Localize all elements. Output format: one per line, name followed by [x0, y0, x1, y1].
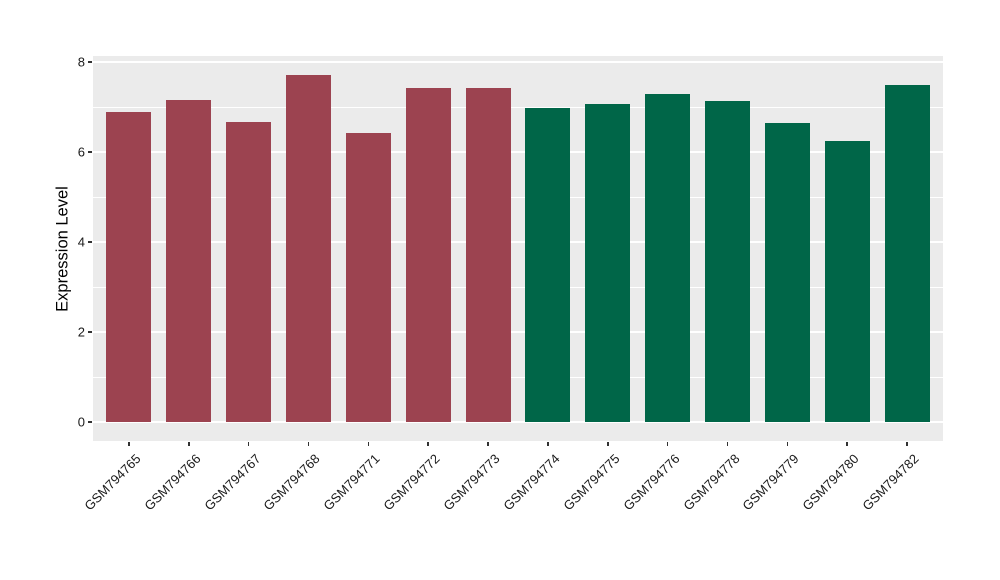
- bar-GSM794768: [286, 74, 331, 422]
- x-tick-label-GSM794772: GSM794772: [380, 451, 443, 514]
- gridline-minor-7: [93, 106, 943, 108]
- bar-GSM794779: [764, 122, 810, 422]
- y-tick-mark-2: [88, 331, 92, 333]
- plot-panel: [93, 56, 943, 441]
- gridline-minor-1: [93, 376, 943, 378]
- bar-GSM794767: [226, 121, 272, 422]
- bar-GSM794775: [585, 104, 631, 422]
- bar-GSM794772: [405, 87, 451, 422]
- y-tick-label-4: 4: [77, 234, 85, 250]
- x-tick-label-GSM794771: GSM794771: [320, 451, 383, 514]
- x-tick-mark-GSM794768: [307, 442, 310, 446]
- x-tick-label-GSM794776: GSM794776: [620, 451, 683, 514]
- x-tick-mark-GSM794776: [666, 442, 669, 446]
- bar-GSM794778: [705, 101, 750, 422]
- y-tick-label-8: 8: [77, 54, 85, 70]
- x-tick-label-GSM794773: GSM794773: [440, 451, 503, 514]
- y-tick-label-6: 6: [77, 144, 85, 160]
- x-tick-label-GSM794779: GSM794779: [739, 451, 802, 514]
- x-tick-label-GSM794766: GSM794766: [141, 451, 204, 514]
- x-tick-mark-GSM794774: [547, 442, 549, 446]
- bar-GSM794765: [106, 111, 152, 422]
- x-tick-mark-GSM794782: [906, 442, 908, 446]
- y-tick-mark-0: [88, 421, 92, 423]
- bar-GSM794774: [525, 108, 571, 422]
- gridline-minor-5: [93, 196, 943, 198]
- x-tick-mark-GSM794780: [846, 442, 848, 446]
- gridline-major-2: [93, 331, 943, 333]
- y-tick-label-2: 2: [77, 324, 85, 340]
- bar-GSM794782: [884, 85, 930, 422]
- x-tick-mark-GSM794767: [247, 442, 250, 446]
- x-tick-label-GSM794780: GSM794780: [799, 451, 862, 514]
- x-tick-mark-GSM794772: [427, 442, 429, 446]
- y-tick-mark-8: [88, 61, 92, 63]
- y-tick-mark-4: [88, 241, 92, 243]
- y-tick-mark-6: [88, 151, 92, 153]
- x-tick-label-GSM794768: GSM794768: [260, 451, 324, 514]
- x-tick-mark-GSM794779: [786, 442, 789, 446]
- gridline-major-6: [93, 151, 943, 153]
- x-tick-mark-GSM794766: [188, 442, 190, 446]
- gridline-major-0: [93, 421, 943, 423]
- bar-GSM794773: [465, 88, 511, 422]
- x-tick-mark-GSM794775: [607, 442, 609, 446]
- x-tick-label-GSM794778: GSM794778: [679, 451, 743, 514]
- x-tick-label-GSM794775: GSM794775: [560, 451, 623, 514]
- x-tick-mark-GSM794765: [128, 442, 130, 446]
- gridline-major-8: [93, 61, 943, 63]
- x-tick-mark-GSM794771: [367, 442, 370, 446]
- gridline-major-4: [93, 241, 943, 243]
- y-axis-title: Expression Level: [48, 56, 78, 441]
- y-axis-title-text: Expression Level: [53, 185, 72, 312]
- bar-GSM794780: [824, 141, 870, 422]
- x-tick-label-GSM794774: GSM794774: [500, 451, 563, 514]
- x-tick-label-GSM794782: GSM794782: [859, 451, 922, 514]
- x-tick-mark-GSM794773: [487, 442, 489, 446]
- x-tick-label-GSM794767: GSM794767: [201, 451, 264, 514]
- x-tick-mark-GSM794778: [726, 442, 729, 446]
- bar-GSM794771: [345, 133, 391, 422]
- bar-GSM794776: [645, 93, 691, 422]
- y-tick-label-0: 0: [77, 414, 85, 430]
- gridline-minor-3: [93, 286, 943, 288]
- x-tick-label-GSM794765: GSM794765: [81, 451, 144, 514]
- bar-GSM794766: [166, 100, 212, 422]
